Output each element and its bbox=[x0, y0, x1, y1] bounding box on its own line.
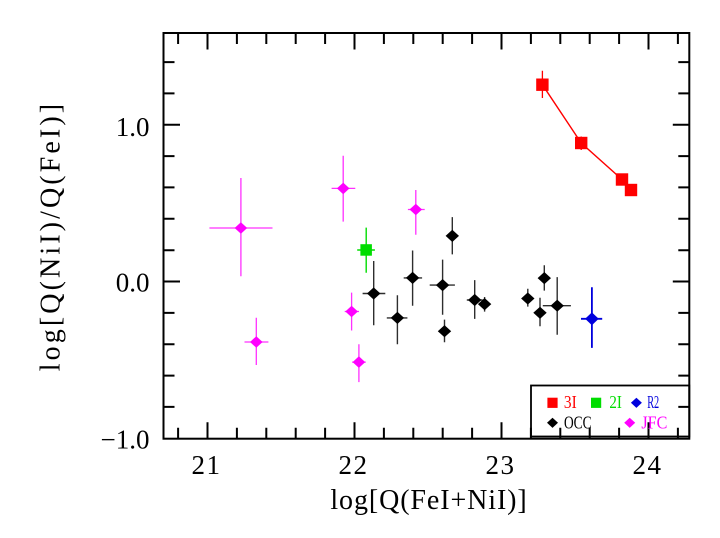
svg-text:OCC: OCC bbox=[564, 413, 592, 433]
svg-text:−1.0: −1.0 bbox=[101, 424, 150, 454]
svg-text:JFC: JFC bbox=[641, 413, 667, 433]
svg-text:log[Q(NiI)/Q(FeI)]: log[Q(NiI)/Q(FeI)] bbox=[36, 101, 67, 371]
svg-text:23: 23 bbox=[486, 450, 516, 480]
svg-text:3I: 3I bbox=[564, 392, 577, 412]
svg-text:log[Q(FeI+NiI)]: log[Q(FeI+NiI)] bbox=[330, 485, 527, 516]
svg-text:2I: 2I bbox=[609, 392, 622, 412]
svg-text:22: 22 bbox=[339, 450, 369, 480]
svg-text:0.0: 0.0 bbox=[116, 268, 150, 298]
svg-text:24: 24 bbox=[633, 450, 663, 480]
svg-text:1.0: 1.0 bbox=[116, 112, 150, 142]
svg-text:21: 21 bbox=[192, 450, 222, 480]
svg-text:R2: R2 bbox=[647, 392, 659, 412]
